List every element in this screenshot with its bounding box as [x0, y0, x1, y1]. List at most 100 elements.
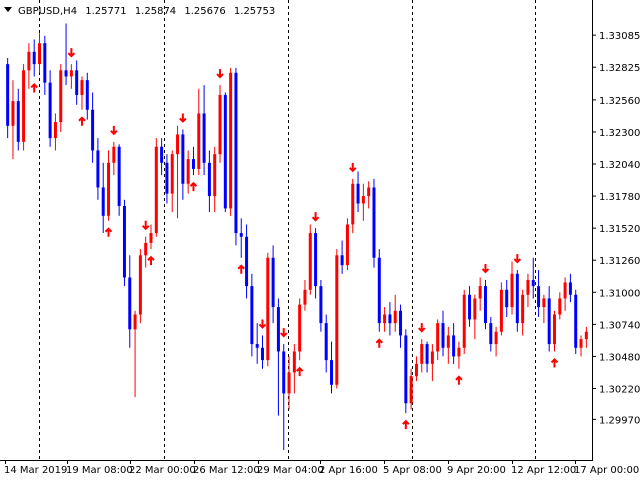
candle-body [383, 314, 387, 324]
candle-78 [420, 339, 424, 373]
x-tick-label: 22 Mar 00:00 [129, 465, 196, 476]
symbol-label: GBPUSD,H4 [18, 6, 77, 17]
candle-98 [526, 273, 530, 308]
candle-body [128, 277, 132, 330]
candle-59 [319, 279, 323, 332]
candle-10 [59, 64, 63, 132]
candle-body [53, 122, 57, 139]
candle-72 [388, 302, 392, 336]
fractal-up-arrow-icon [30, 83, 38, 93]
candle-body [558, 298, 562, 315]
fractal-up-arrow-icon [189, 181, 198, 192]
candle-26 [144, 236, 148, 268]
candle-body [75, 70, 79, 95]
candle-57 [308, 224, 312, 295]
candle-92 [494, 326, 498, 357]
candle-7 [43, 35, 47, 95]
candle-body [303, 289, 307, 305]
fractal-down-arrow-icon [481, 263, 490, 274]
candle-body [213, 154, 217, 197]
y-tick-label: 1.30480 [599, 352, 640, 363]
candle-22 [122, 199, 126, 287]
candle-body [287, 372, 291, 394]
candle-105 [563, 277, 567, 311]
candle-body [6, 64, 10, 126]
candle-4 [27, 43, 31, 89]
candle-80 [430, 344, 434, 382]
candle-body [266, 257, 270, 361]
candle-60 [324, 314, 328, 373]
chart-menu-triangle-icon[interactable] [4, 7, 12, 12]
x-tick-label: 14 Mar 2019 [4, 465, 67, 476]
candle-50 [271, 245, 275, 324]
candle-11 [64, 23, 68, 86]
candle-body [494, 331, 498, 345]
candle-body [441, 323, 445, 348]
candle-body [499, 289, 503, 332]
candle-body [138, 255, 142, 315]
candle-0 [6, 57, 10, 139]
y-tick-label: 1.31000 [599, 288, 640, 299]
fractal-down-arrow-icon [349, 162, 357, 173]
candle-body [207, 162, 211, 197]
candle-85 [457, 341, 461, 369]
candle-36 [197, 88, 201, 176]
x-tick-label: 12 Apr 12:00 [511, 465, 576, 476]
x-tick-label: 9 Apr 20:00 [447, 465, 506, 476]
high-value: 1.25874 [135, 6, 176, 17]
candle-body [191, 159, 195, 169]
fractal-down-arrow-icon [216, 69, 224, 79]
candle-9 [53, 113, 57, 151]
y-tick-label: 1.31260 [599, 256, 640, 267]
candle-56 [303, 279, 307, 311]
candle-body [483, 286, 487, 324]
candle-body [96, 150, 100, 188]
candle-body [107, 162, 111, 216]
candle-body [552, 314, 556, 345]
candle-21 [117, 144, 121, 216]
candle-45 [245, 224, 249, 299]
candle-89 [478, 277, 482, 311]
candle-body [80, 80, 84, 95]
candle-body [574, 294, 578, 348]
candle-body [436, 323, 440, 352]
price-axis: 1.33085 1.32825 1.32560 1.32300 1.32040 1.317… [592, 31, 640, 426]
candle-body [409, 376, 413, 404]
candle-39 [213, 146, 217, 213]
candle-18 [101, 162, 105, 234]
candle-body [462, 294, 466, 348]
candle-body [473, 298, 477, 320]
candle-body [542, 298, 546, 308]
candle-102 [547, 286, 551, 352]
candle-90 [483, 279, 487, 330]
candle-107 [574, 289, 578, 354]
candle-108 [579, 335, 583, 357]
candle-body [414, 363, 418, 377]
candle-38 [207, 150, 211, 213]
fractal-down-arrow-icon [280, 328, 288, 338]
candle-body [515, 273, 519, 324]
candle-body [133, 314, 137, 330]
candle-32 [176, 125, 180, 219]
candle-body [420, 344, 424, 364]
candle-body [170, 154, 174, 194]
candle-body [64, 70, 68, 77]
candle-96 [515, 270, 519, 332]
x-tick-label: 2 Apr 16:00 [319, 465, 378, 476]
x-tick-label: 17 Apr 00:00 [574, 465, 639, 476]
candle-body [356, 183, 360, 204]
chart-header-text: GBPUSD,H4 1.25771 1.25874 1.25676 1.2575… [18, 6, 275, 17]
x-tick-label: 26 Mar 12:00 [193, 465, 260, 476]
candle-body [27, 51, 31, 71]
candle-82 [441, 310, 445, 357]
candle-body [149, 233, 153, 243]
fractal-up-arrow-icon [455, 375, 463, 385]
candle-body [186, 159, 190, 184]
x-tick-label: 29 Mar 04:00 [257, 465, 324, 476]
candle-body [234, 72, 238, 234]
candle-body [229, 72, 233, 209]
candle-body [223, 94, 227, 209]
candle-body [101, 187, 105, 216]
